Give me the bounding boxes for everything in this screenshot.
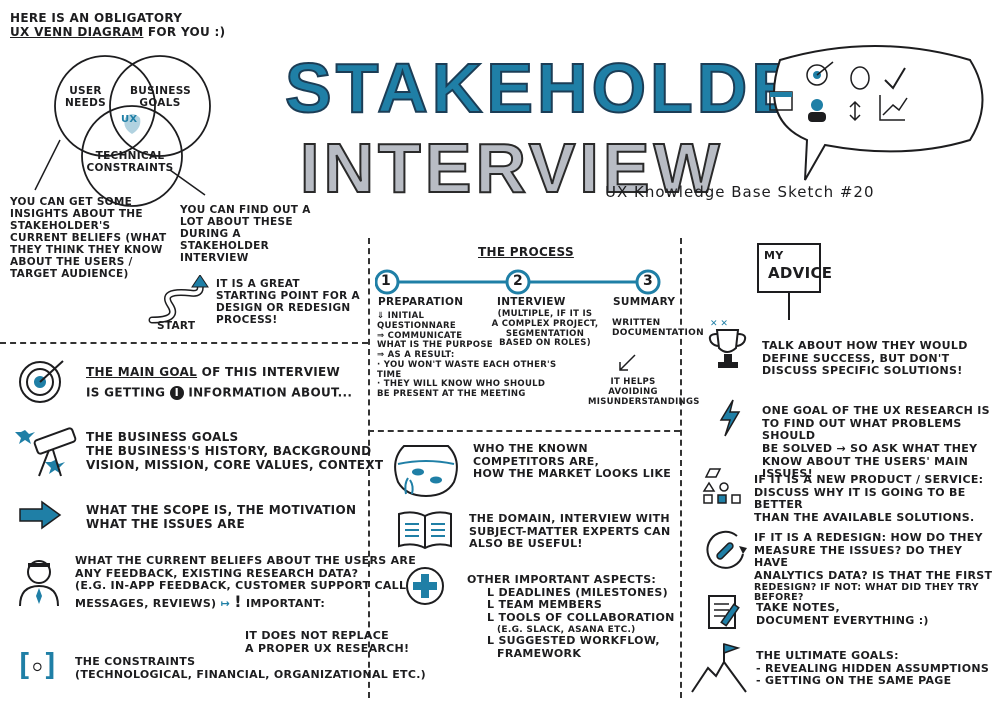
start-note: IT IS A GREAT STARTING POINT FOR A DESIG…	[216, 278, 360, 327]
middle-item-competitors: WHO THE KNOWN COMPETITORS ARE, HOW THE M…	[473, 442, 672, 481]
shapes-icon	[702, 468, 741, 504]
fishbowl-icon	[394, 445, 458, 498]
advice-sign-line2: ADVICE	[768, 264, 833, 282]
wrench-icon	[706, 530, 747, 569]
divider-horizontal-left	[0, 342, 368, 344]
advice-item-redesign: IF IT IS A REDESIGN: HOW DO THEY MEASURE…	[754, 531, 993, 604]
bubble-updown-icon	[849, 100, 861, 122]
venn-intro: HERE IS AN OBLIGATORY UX VENN DIAGRAM FO…	[10, 11, 226, 40]
venn-intro-underlined: UX VENN DIAGRAM	[10, 24, 144, 39]
process-heading: THE PROCESS	[478, 245, 574, 259]
venn-pointer-lines	[34, 139, 206, 196]
target-icon	[19, 360, 64, 403]
process-step2-label: INTERVIEW	[497, 296, 566, 308]
trophy-icon: ✕ ✕	[708, 319, 747, 368]
title-line2: INTERVIEW	[299, 128, 724, 208]
bubble-chart-icon	[879, 95, 908, 121]
advice-item-notes: TAKE NOTES, DOCUMENT EVERYTHING :)	[756, 601, 929, 627]
svg-text:✕ ✕: ✕ ✕	[710, 319, 728, 329]
winding-road-icon	[148, 275, 209, 324]
process-prep-details: ⇓ INITIAL QUESTIONNARE ⇒ COMMUNICATE WHA…	[377, 311, 557, 400]
process-step1-circle	[375, 269, 400, 295]
advice-sign-icon	[757, 243, 821, 320]
advice-item-problems: ONE GOAL OF THE UX RESEARCH IS TO FIND O…	[762, 404, 990, 481]
venn-label-user: USER NEEDS	[65, 85, 106, 110]
plus-icon	[406, 567, 444, 605]
exclamation-icon: !	[234, 591, 242, 611]
summary-arrow-icon	[619, 354, 636, 371]
main-goal-line1: THE MAIN GOAL OF THIS INTERVIEW	[86, 365, 341, 379]
venn-diagram	[54, 55, 211, 207]
advice-sign-line1: MY	[764, 249, 784, 262]
info-item-scope: WHAT THE SCOPE IS, THE MOTIVATION WHAT T…	[86, 503, 357, 531]
advice-item-new-product: IF IT IS A NEW PRODUCT / SERVICE: DISCUS…	[754, 473, 984, 524]
main-goal-line2: IS GETTING i INFORMATION ABOUT...	[86, 385, 353, 400]
brackets-icon: [○]	[15, 648, 60, 683]
process-interview-details: (MULTIPLE, IF IT IS A COMPLEX PROJECT, S…	[491, 309, 599, 349]
advice-item-ultimate-goals: THE ULTIMATE GOALS: - REVEALING HIDDEN A…	[756, 649, 990, 688]
bubble-bug-icon	[850, 66, 870, 90]
venn-circle-technical	[81, 105, 183, 207]
venn-label-business: BUSINESS GOALS	[130, 85, 192, 110]
title-line1: STAKEHOLDER	[284, 48, 857, 128]
process-step1-label: PREPARATION	[378, 296, 464, 308]
venn-label-technical: TECHNICAL CONSTRAINTS	[86, 150, 174, 175]
info-item-business: THE BUSINESS GOALS THE BUSINESS'S HISTOR…	[86, 430, 384, 472]
venn-note-left: YOU CAN GET SOME INSIGHTS ABOUT THE STAK…	[10, 196, 167, 281]
speech-bubble-icon	[769, 45, 984, 181]
mountain-flag-icon	[691, 643, 747, 693]
start-label: START	[157, 320, 196, 332]
title-subtitle: UX Knowledge Base Sketch #20	[605, 183, 875, 201]
bubble-target-icon	[806, 64, 828, 86]
important-arrow-icon: ↦	[220, 596, 231, 610]
venn-label-center: UX	[121, 114, 138, 125]
venn-intro-rest: FOR YOU :)	[143, 24, 226, 39]
process-step2-num: 2	[513, 273, 524, 289]
important-note: IT DOES NOT REPLACE A PROPER UX RESEARCH…	[245, 629, 410, 655]
process-step1-num: 1	[381, 273, 392, 289]
venn-note-right: YOU CAN FIND OUT A LOT ABOUT THESE DURIN…	[180, 204, 311, 265]
bubble-check-icon	[884, 67, 906, 90]
divider-vertical-left	[368, 238, 370, 698]
arrow-right-icon	[19, 500, 62, 530]
middle-item-domain: THE DOMAIN, INTERVIEW WITH SUBJECT-MATTE…	[469, 512, 671, 551]
venn-intro-line1: HERE IS AN OBLIGATORY	[10, 11, 183, 25]
telescope-icon	[15, 427, 77, 477]
bubble-person-icon	[811, 99, 823, 111]
info-icon: i	[169, 386, 184, 400]
process-step3-num: 3	[643, 273, 654, 289]
venn-center-fill	[124, 114, 141, 134]
lightning-icon	[719, 399, 741, 437]
person-icon	[19, 560, 59, 607]
process-summary-details: WRITTEN DOCUMENTATION	[612, 318, 704, 339]
important-label: IMPORTANT:	[245, 596, 326, 610]
process-summary-note: IT HELPS AVOIDING MISUNDERSTANDINGS	[588, 377, 700, 407]
advice-item-success: TALK ABOUT HOW THEY WOULD DEFINE SUCCESS…	[762, 339, 968, 378]
process-timeline	[375, 269, 661, 295]
venn-circle-user	[54, 55, 156, 157]
process-step3-label: SUMMARY	[613, 296, 676, 308]
venn-circle-business	[109, 55, 211, 157]
divider-horizontal-middle	[368, 430, 680, 432]
process-step3-circle	[635, 269, 661, 295]
notes-icon	[708, 595, 740, 629]
info-item-beliefs: WHAT THE CURRENT BELIEFS ABOUT THE USERS…	[75, 554, 419, 611]
middle-item-other: OTHER IMPORTANT ASPECTS: L DEADLINES (MI…	[467, 573, 675, 660]
info-item-constraints: THE CONSTRAINTS (TECHNOLOGICAL, FINANCIA…	[75, 655, 427, 681]
book-icon	[398, 511, 452, 550]
process-step2-circle	[505, 269, 531, 295]
divider-vertical-right	[680, 238, 682, 698]
